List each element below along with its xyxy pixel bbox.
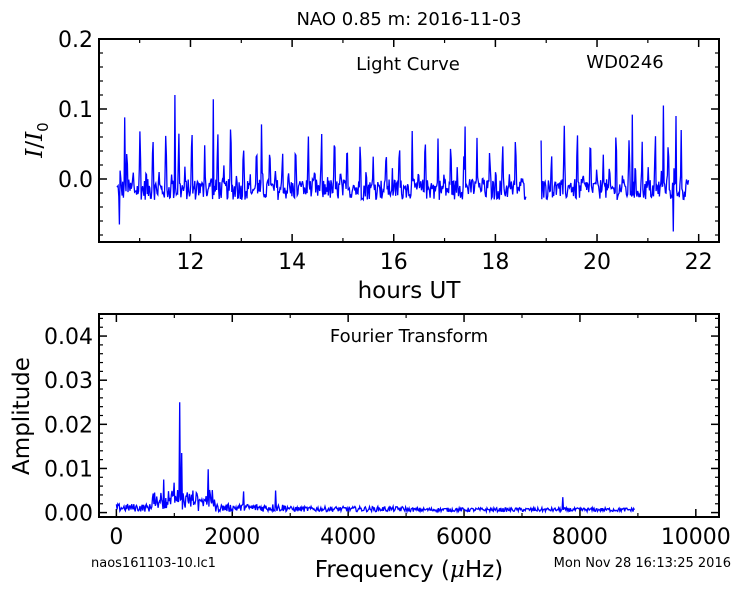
fourier-xtick-label: 4000 — [320, 525, 376, 550]
star-name-annotation: WD0246 — [586, 52, 663, 73]
light-curve-series-0 — [116, 94, 527, 225]
light-curve-xtick-label: 14 — [278, 250, 306, 275]
fourier-xtick-label: 0 — [109, 525, 123, 550]
light-curve-xlabel: hours UT — [358, 278, 462, 304]
figure-title: NAO 0.85 m: 2016-11-03 — [296, 9, 521, 30]
light-curve-annotation: Light Curve — [356, 54, 460, 75]
footer-timestamp: Mon Nov 28 16:13:25 2016 — [554, 556, 731, 571]
light-curve-ylabel: I/I0 — [22, 122, 52, 158]
fourier-xtick-label: 8000 — [552, 525, 608, 550]
fourier-xtick-label: 10000 — [661, 525, 731, 550]
light-curve-xtick-label: 12 — [176, 250, 204, 275]
fourier-ytick-label: 0.00 — [44, 502, 93, 527]
fourier-xlabel: Frequency (μHz) — [315, 557, 503, 583]
light-curve-ytick-label: 0.2 — [58, 28, 93, 53]
fourier-ytick-label: 0.03 — [44, 369, 93, 394]
fourier-xtick-label: 6000 — [436, 525, 492, 550]
light-curve-frame — [98, 38, 720, 243]
light-curve-ytick-label: 0.0 — [58, 168, 93, 193]
light-curve-series-1 — [540, 105, 690, 232]
light-curve-ytick-label: 0.1 — [58, 98, 93, 123]
fourier-series — [115, 402, 635, 515]
fourier-ylabel: Amplitude — [9, 357, 35, 475]
fourier-frame — [98, 313, 720, 518]
fourier-xtick-label: 2000 — [204, 525, 260, 550]
fourier-panel: 0 2000 4000 6000 8000 10000 0.00 0.01 0.02 0.03 0.… — [9, 313, 731, 583]
light-curve-xtick-label: 20 — [583, 250, 611, 275]
fourier-ytick-label: 0.04 — [44, 325, 93, 350]
fourier-annotation: Fourier Transform — [330, 326, 488, 347]
light-curve-panel: 12 14 16 18 20 22 0.0 0.1 0.2 Light Curve WD0246… — [22, 28, 720, 304]
footer-filename: naos161103-10.lc1 — [91, 556, 216, 571]
light-curve-xtick-label: 16 — [380, 250, 408, 275]
fourier-ytick-label: 0.02 — [44, 413, 93, 438]
fourier-ytick-label: 0.01 — [44, 457, 93, 482]
light-curve-xtick-label: 18 — [481, 250, 509, 275]
light-curve-xtick-label: 22 — [685, 250, 713, 275]
